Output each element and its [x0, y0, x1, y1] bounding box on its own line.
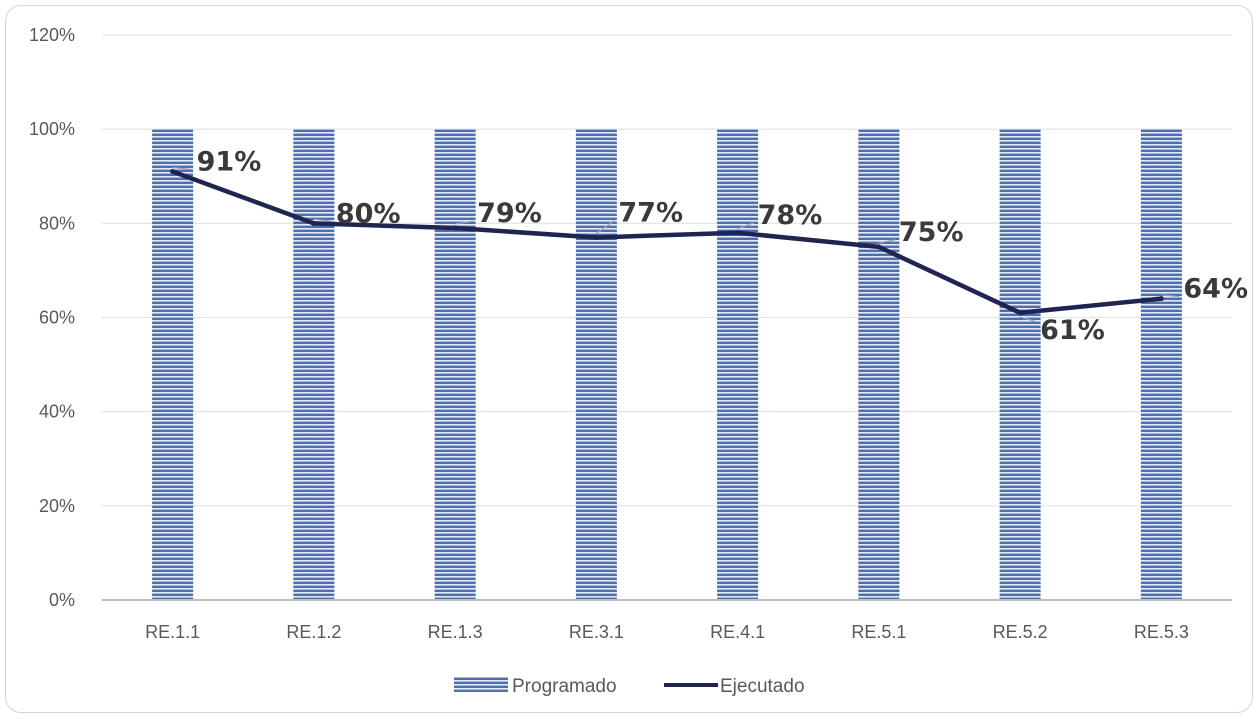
y-tick-label: 100%: [29, 119, 75, 139]
bar-programado: [858, 129, 900, 600]
bar-programado: [152, 129, 194, 600]
data-label: 79%: [477, 198, 542, 229]
data-label-leader: [878, 239, 895, 244]
x-tick-label: RE.1.2: [286, 622, 341, 642]
y-tick-label: 0%: [49, 590, 75, 610]
line-series-ejecutado: [170, 169, 1164, 316]
y-tick-label: 120%: [29, 25, 75, 45]
data-label-leader: [596, 219, 615, 234]
x-tick-label: RE.3.1: [569, 622, 624, 642]
legend-label-ejecutado: Ejecutado: [720, 676, 805, 697]
data-label-leader: [1019, 316, 1037, 323]
bar-series-programado: [152, 129, 1182, 600]
x-tick-label: RE.4.1: [710, 622, 765, 642]
ejecutado-line: [170, 169, 1164, 316]
y-tick-label: 20%: [39, 496, 75, 516]
legend: Programado Ejecutado: [454, 676, 805, 697]
data-label-leader: [172, 166, 193, 171]
bar-programado: [575, 129, 617, 600]
data-label: 80%: [336, 198, 401, 229]
ejecutado-point: [452, 225, 458, 231]
x-tick-label: RE.5.2: [993, 622, 1048, 642]
data-label-leader: [737, 222, 754, 230]
bar-programado: [293, 129, 335, 600]
y-tick-label: 80%: [39, 213, 75, 233]
ejecutado-point: [735, 230, 741, 236]
data-label: 64%: [1183, 274, 1248, 305]
data-label-leader: [455, 220, 474, 225]
gridlines: [102, 34, 1232, 507]
x-axis-tick-labels: RE.1.1 RE.1.2 RE.1.3 RE.3.1 RE.4.1 RE.5.1 RE.5…: [145, 622, 1189, 642]
data-label: 91%: [197, 147, 262, 178]
data-label: 78%: [758, 200, 823, 231]
ejecutado-point: [170, 169, 176, 175]
ejecutado-point: [1158, 296, 1164, 302]
x-tick-label: RE.5.1: [851, 622, 906, 642]
y-tick-label: 60%: [39, 308, 75, 328]
legend-label-programado: Programado: [512, 676, 617, 697]
x-tick-label: RE.1.1: [145, 622, 200, 642]
data-label: 61%: [1040, 315, 1105, 346]
bar-programado: [1140, 129, 1182, 600]
legend-swatch-programado: [454, 677, 508, 692]
data-label-leader: [313, 218, 332, 222]
bar-programado: [999, 129, 1041, 600]
ejecutado-point: [593, 234, 599, 240]
y-axis-tick-labels: 0% 20% 40% 60% 80% 100% 120%: [29, 25, 75, 610]
bar-programado: [717, 129, 759, 600]
data-label-leader: [1161, 294, 1180, 298]
y-tick-label: 40%: [39, 402, 75, 422]
ejecutado-point: [1017, 310, 1023, 316]
data-labels: 91% 80% 79% 77% 78% 75% 61% 64%: [172, 147, 1248, 346]
ejecutado-point: [311, 220, 317, 226]
ejecutado-point: [876, 244, 882, 250]
chart-frame: [5, 5, 1253, 713]
bar-programado: [434, 129, 476, 600]
data-label: 77%: [618, 197, 683, 228]
x-tick-label: RE.1.3: [428, 622, 483, 642]
x-tick-label: RE.5.3: [1134, 622, 1189, 642]
data-label: 75%: [899, 217, 964, 248]
